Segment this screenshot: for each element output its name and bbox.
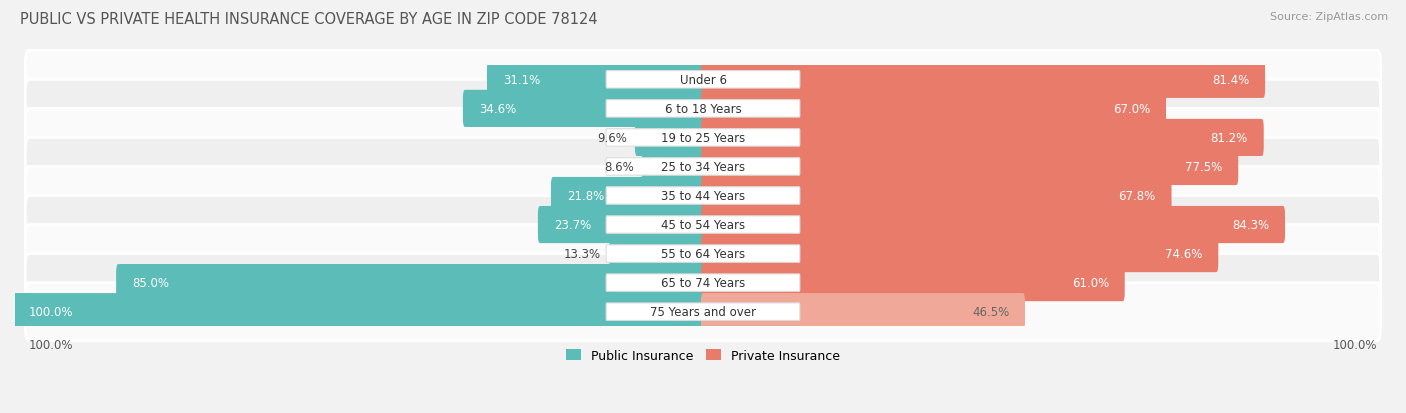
Text: 85.0%: 85.0% [132, 276, 169, 290]
FancyBboxPatch shape [25, 283, 1381, 341]
FancyBboxPatch shape [13, 293, 704, 330]
FancyBboxPatch shape [606, 158, 800, 176]
Text: 8.6%: 8.6% [603, 161, 634, 173]
FancyBboxPatch shape [25, 254, 1381, 312]
FancyBboxPatch shape [25, 109, 1381, 167]
FancyBboxPatch shape [702, 206, 1285, 244]
Text: 46.5%: 46.5% [972, 305, 1010, 318]
FancyBboxPatch shape [25, 138, 1381, 196]
Text: 67.0%: 67.0% [1114, 103, 1150, 116]
FancyBboxPatch shape [702, 235, 1219, 273]
FancyBboxPatch shape [606, 129, 800, 147]
Text: 75 Years and over: 75 Years and over [650, 305, 756, 318]
Text: 61.0%: 61.0% [1071, 276, 1109, 290]
FancyBboxPatch shape [463, 90, 704, 128]
FancyBboxPatch shape [25, 225, 1381, 283]
Text: 81.4%: 81.4% [1212, 74, 1250, 87]
Text: 100.0%: 100.0% [28, 338, 73, 351]
Text: 67.8%: 67.8% [1118, 190, 1156, 202]
FancyBboxPatch shape [609, 235, 704, 273]
FancyBboxPatch shape [641, 149, 704, 185]
FancyBboxPatch shape [606, 188, 800, 205]
FancyBboxPatch shape [606, 100, 800, 118]
Text: 25 to 34 Years: 25 to 34 Years [661, 161, 745, 173]
Text: 31.1%: 31.1% [503, 74, 540, 87]
Text: 100.0%: 100.0% [28, 305, 73, 318]
Text: 77.5%: 77.5% [1185, 161, 1222, 173]
FancyBboxPatch shape [25, 196, 1381, 254]
Text: 13.3%: 13.3% [564, 247, 602, 261]
FancyBboxPatch shape [538, 206, 704, 244]
Text: 65 to 74 Years: 65 to 74 Years [661, 276, 745, 290]
Text: 21.8%: 21.8% [567, 190, 605, 202]
Text: 35 to 44 Years: 35 to 44 Years [661, 190, 745, 202]
FancyBboxPatch shape [25, 167, 1381, 225]
FancyBboxPatch shape [606, 216, 800, 234]
FancyBboxPatch shape [702, 62, 1265, 99]
FancyBboxPatch shape [702, 293, 1025, 330]
FancyBboxPatch shape [25, 80, 1381, 138]
FancyBboxPatch shape [702, 178, 1171, 215]
Text: 74.6%: 74.6% [1166, 247, 1202, 261]
Text: 34.6%: 34.6% [478, 103, 516, 116]
Text: 23.7%: 23.7% [554, 218, 591, 231]
Text: 19 to 25 Years: 19 to 25 Years [661, 132, 745, 145]
FancyBboxPatch shape [606, 303, 800, 320]
FancyBboxPatch shape [606, 274, 800, 292]
Legend: Public Insurance, Private Insurance: Public Insurance, Private Insurance [561, 344, 845, 367]
Text: PUBLIC VS PRIVATE HEALTH INSURANCE COVERAGE BY AGE IN ZIP CODE 78124: PUBLIC VS PRIVATE HEALTH INSURANCE COVER… [20, 12, 598, 27]
Text: 100.0%: 100.0% [1333, 338, 1378, 351]
FancyBboxPatch shape [702, 90, 1166, 128]
Text: 45 to 54 Years: 45 to 54 Years [661, 218, 745, 231]
Text: 55 to 64 Years: 55 to 64 Years [661, 247, 745, 261]
Text: Under 6: Under 6 [679, 74, 727, 87]
FancyBboxPatch shape [636, 119, 704, 157]
FancyBboxPatch shape [486, 62, 704, 99]
FancyBboxPatch shape [606, 245, 800, 263]
Text: 81.2%: 81.2% [1211, 132, 1249, 145]
FancyBboxPatch shape [117, 264, 704, 301]
Text: Source: ZipAtlas.com: Source: ZipAtlas.com [1270, 12, 1388, 22]
Text: 9.6%: 9.6% [596, 132, 627, 145]
FancyBboxPatch shape [702, 264, 1125, 301]
FancyBboxPatch shape [702, 149, 1239, 185]
FancyBboxPatch shape [551, 178, 704, 215]
FancyBboxPatch shape [25, 51, 1381, 109]
FancyBboxPatch shape [702, 119, 1264, 157]
Text: 6 to 18 Years: 6 to 18 Years [665, 103, 741, 116]
Text: 84.3%: 84.3% [1232, 218, 1270, 231]
FancyBboxPatch shape [606, 71, 800, 89]
